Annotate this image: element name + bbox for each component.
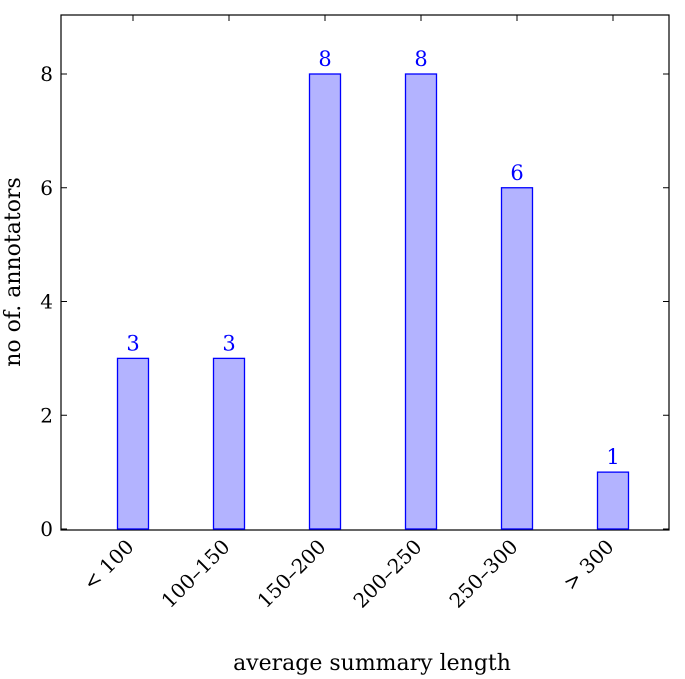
bars [116, 73, 630, 530]
bar-0 [116, 357, 150, 530]
x-tick-label-5: > 300 [558, 535, 618, 595]
y-axis-title: no of. annotators [1, 177, 26, 367]
y-tick-labels: 0 2 4 6 8 [40, 62, 53, 541]
y-tick-label: 6 [40, 176, 53, 200]
data-label-2: 8 [318, 47, 331, 71]
x-tick-labels: < 100 100–150 150–200 200–250 250–300 > 300 [78, 535, 618, 613]
data-label-4: 6 [510, 161, 523, 185]
data-labels: 3 3 8 8 6 1 [126, 47, 619, 469]
x-tick-label-3: 200–250 [348, 535, 426, 613]
data-label-1: 3 [222, 331, 235, 355]
x-tick-label-0: < 100 [78, 535, 138, 595]
data-label-5: 1 [606, 445, 619, 469]
bar-2 [308, 73, 342, 530]
plot-frame [60, 14, 670, 531]
data-label-0: 3 [126, 331, 139, 355]
x-tick-label-1: 100–150 [156, 535, 234, 613]
bar-5 [596, 471, 630, 530]
data-label-3: 8 [414, 47, 427, 71]
x-tick-label-2: 150–200 [252, 535, 330, 613]
x-tick-label-4: 250–300 [444, 535, 522, 613]
y-tick-label: 8 [40, 62, 53, 86]
x-axis-title: average summary length [233, 651, 511, 676]
bar-1 [212, 357, 246, 530]
bar-4 [500, 187, 534, 530]
y-tick-label: 4 [40, 290, 53, 314]
bar-3 [404, 73, 438, 530]
tick-marks [61, 15, 669, 530]
y-tick-label: 0 [40, 517, 53, 541]
y-tick-label: 2 [40, 403, 53, 427]
